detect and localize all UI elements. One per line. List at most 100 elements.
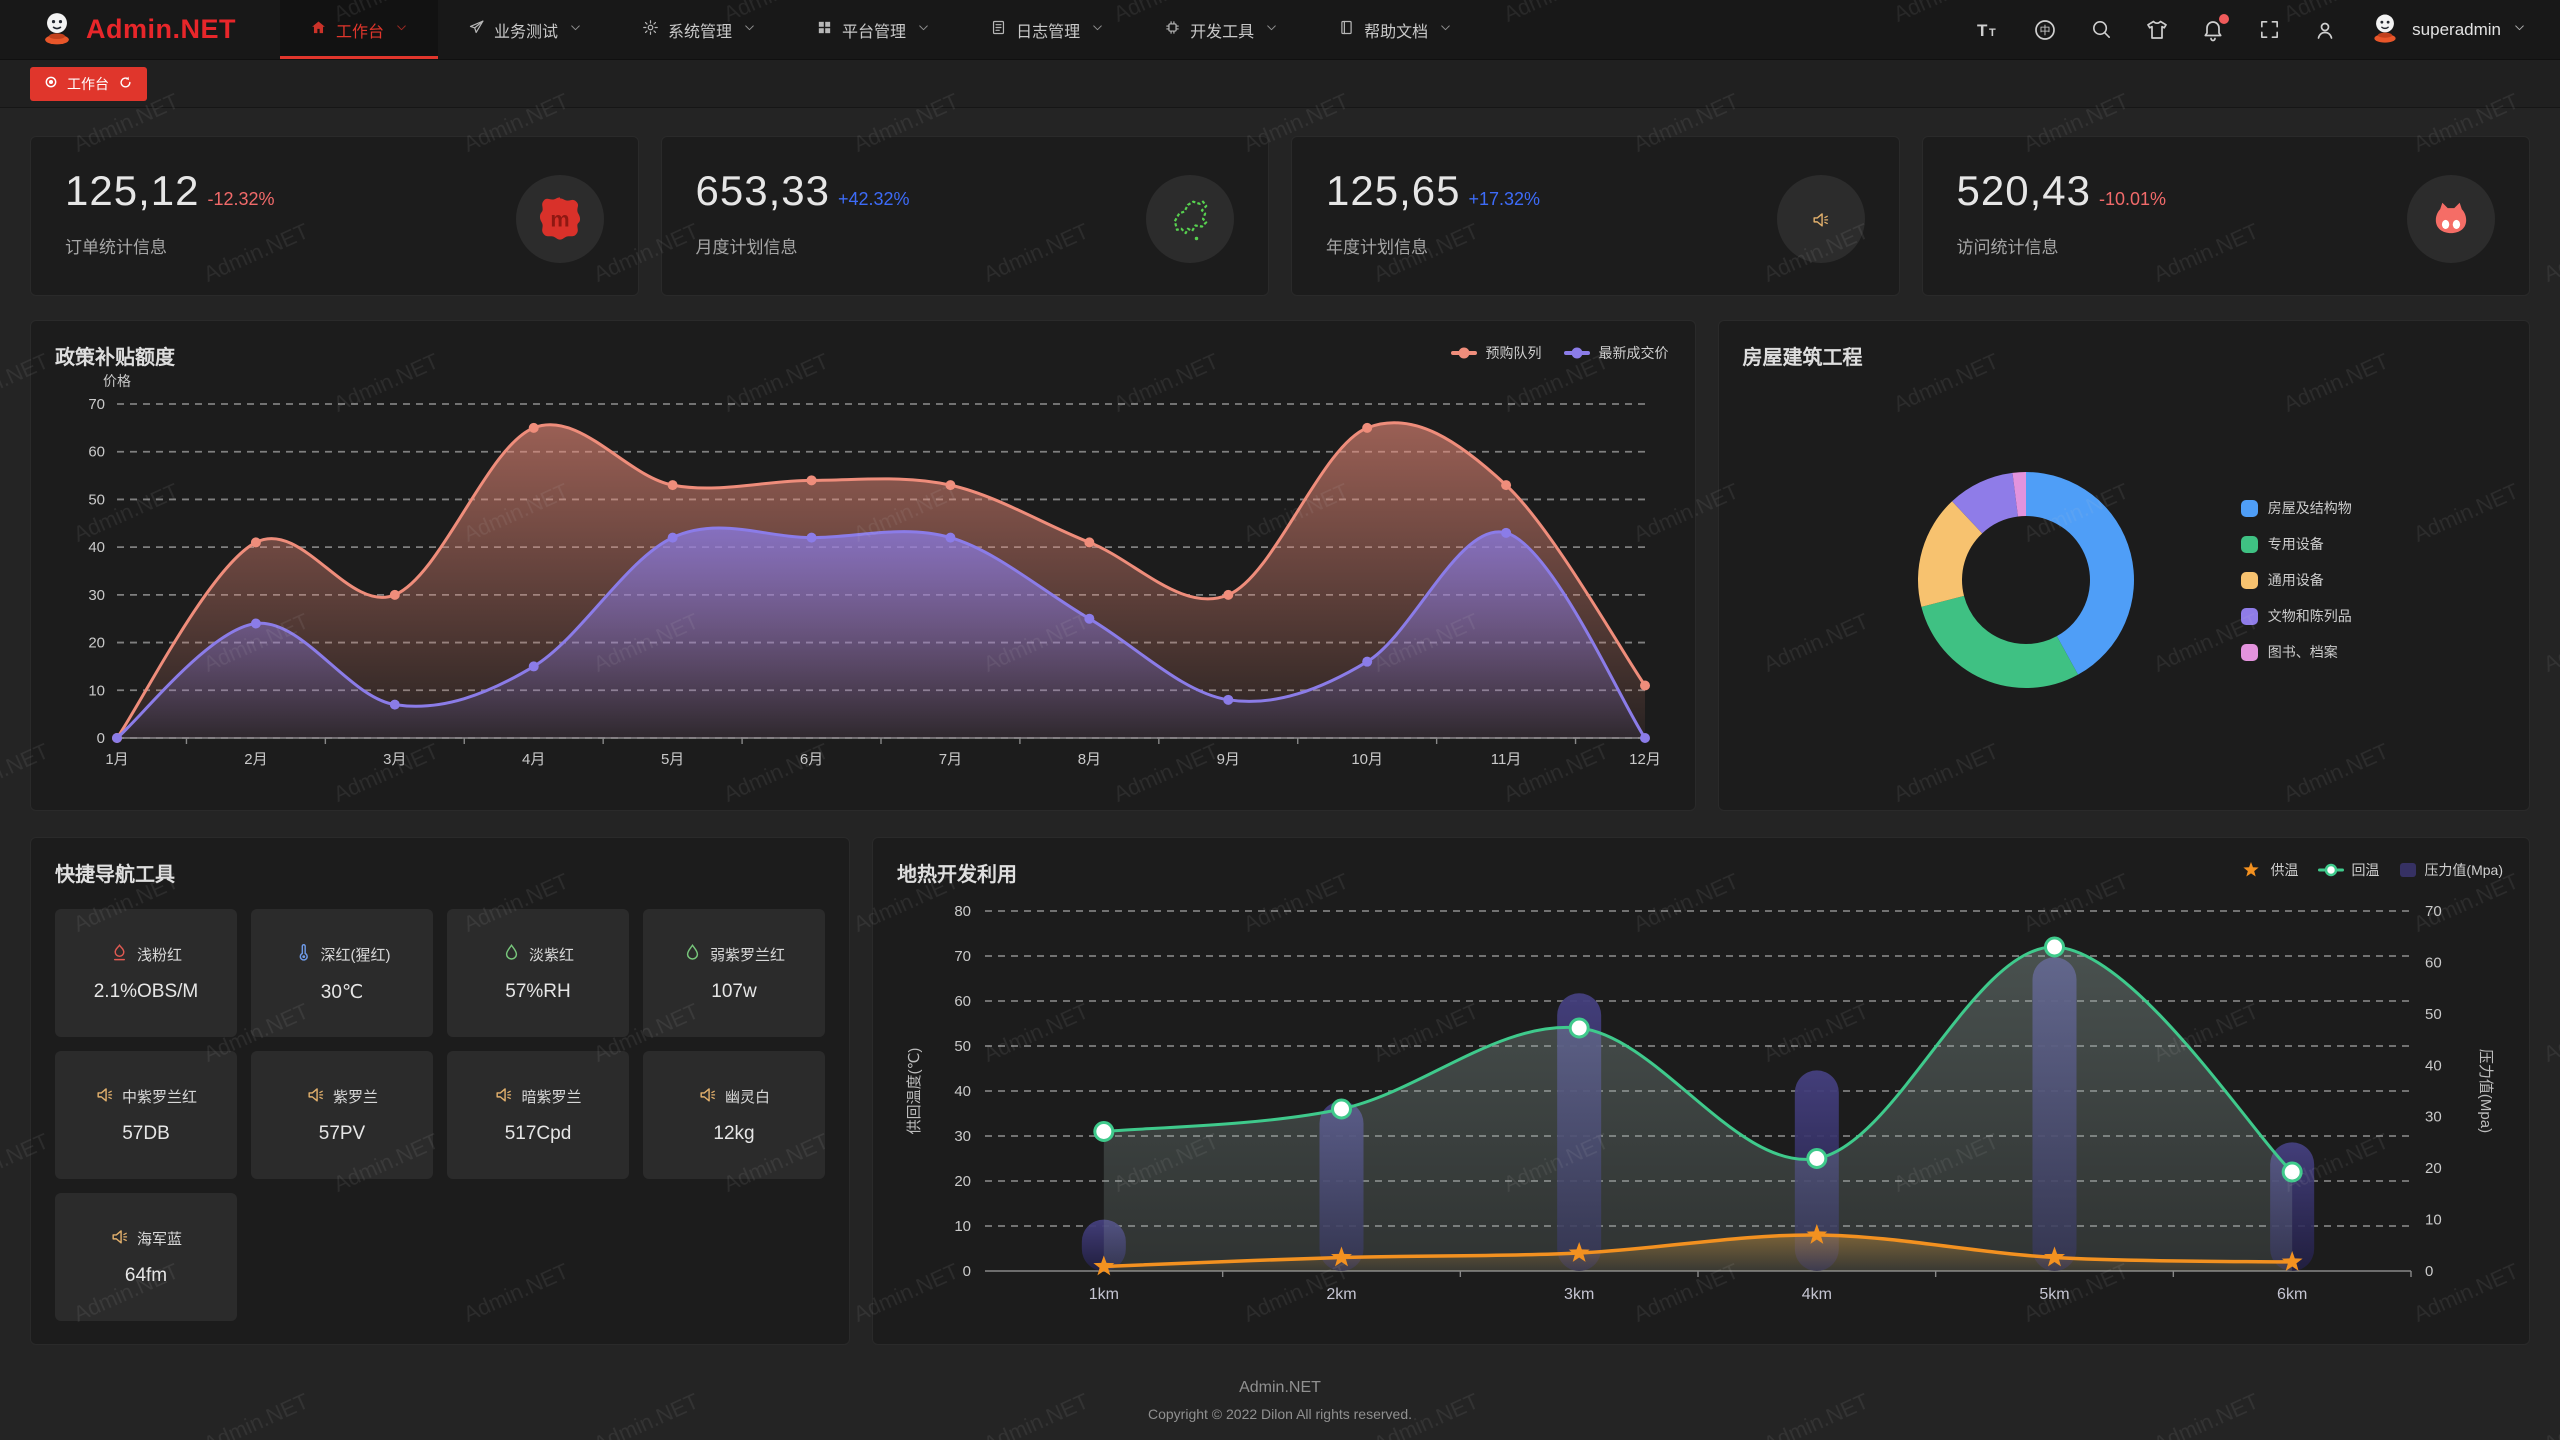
brand-logo[interactable]: Admin.NET (0, 0, 280, 59)
chip-icon (1164, 19, 1181, 41)
svg-text:1月: 1月 (105, 751, 128, 768)
quick-nav-tile-1[interactable]: 深红(猩红) 30℃ (251, 909, 433, 1037)
quick-nav-tile-0[interactable]: 浅粉红 2.1%OBS/M (55, 909, 237, 1037)
nav-item-2[interactable]: 系统管理 (612, 0, 786, 59)
user-menu[interactable]: superadmin (2368, 10, 2526, 49)
quick-nav-tile-6[interactable]: 暗紫罗兰 517Cpd (447, 1051, 629, 1179)
legend-label: 预购队列 (1485, 345, 1542, 361)
svg-text:T: T (1989, 27, 1996, 39)
panel-geo-chart: 地热开发利用 供温 回温 压力值(Mpa) 0 10 20 30 40 50 60 70 80 0 10… (872, 837, 2530, 1345)
donut-slice-2[interactable] (1917, 501, 1982, 607)
quick-nav-tile-8[interactable]: 海军蓝 64fm (55, 1193, 237, 1321)
svg-text:60: 60 (2425, 954, 2442, 971)
stat-value: 520,43 (1956, 167, 2091, 214)
donut-slice-1[interactable] (1921, 595, 2078, 688)
donut-legend-item-2[interactable]: 通用设备 (2240, 570, 2352, 590)
legend-swatch (2240, 499, 2258, 517)
nav-item-label: 业务测试 (494, 23, 559, 41)
svg-text:11月: 11月 (1491, 751, 1522, 768)
svg-text:30: 30 (954, 1128, 971, 1145)
notification-badge (2219, 13, 2230, 24)
tile-label: 海军蓝 (136, 1231, 182, 1248)
nav-item-4[interactable]: 日志管理 (960, 0, 1134, 59)
stat-card-text: 520,43 -10.01% 访问统计信息 (1957, 167, 2167, 258)
tab-label: 工作台 (67, 75, 109, 92)
legend-label: 专用设备 (2267, 536, 2324, 552)
nav-item-6[interactable]: 帮助文档 (1308, 0, 1482, 59)
panel-donut-chart: 房屋建筑工程 房屋及结构物 专用设备 通用设备 文物和陈列品 图书、档案 (1717, 320, 2530, 811)
stat-value: 125,12 (65, 167, 200, 214)
radio-dot-icon (44, 75, 58, 92)
stat-cards-row: 125,12 -12.32% 订单统计信息 m 653,33 +42.32% 月度计… (30, 136, 2530, 296)
geo-legend-item-0[interactable]: 供温 (2239, 860, 2298, 880)
stat-delta: +17.32% (1468, 189, 1541, 209)
chevron-down-icon (1091, 21, 1104, 39)
tab-workbench[interactable]: 工作台 (30, 66, 147, 101)
refresh-icon[interactable] (118, 75, 133, 93)
svg-text:30: 30 (2425, 1109, 2442, 1126)
donut-legend-item-0[interactable]: 房屋及结构物 (2240, 498, 2352, 518)
panel-area-chart: 政策补贴额度 预购队列 最新成交价 0 10 20 30 40 50 60 70 价格 1月 2月 3月… (30, 320, 1696, 811)
quick-nav-tile-3[interactable]: 弱紫罗兰红 107w (643, 909, 825, 1037)
svg-text:10: 10 (954, 1218, 971, 1235)
stat-value: 125,65 (1326, 167, 1461, 214)
main-nav: 工作台 业务测试 系统管理 平台管理 日志管理 开发工具 帮助文档 (280, 0, 1966, 59)
legend-swatch (2240, 571, 2258, 589)
tile-value: 12kg (713, 1123, 755, 1144)
nav-item-1[interactable]: 业务测试 (438, 0, 612, 59)
svg-text:10: 10 (2425, 1212, 2442, 1229)
donut-legend-item-4[interactable]: 图书、档案 (2240, 642, 2352, 662)
contact-icon[interactable] (2312, 17, 2338, 43)
footer-brand: Admin.NET (1239, 1379, 1321, 1396)
nav-item-0[interactable]: 工作台 (280, 0, 439, 59)
donut-legend-item-1[interactable]: 专用设备 (2240, 534, 2352, 554)
quick-nav-tile-4[interactable]: 中紫罗兰红 57DB (55, 1051, 237, 1179)
panel-quick-nav: 快捷导航工具 浅粉红 2.1%OBS/M 深红(猩红) 30℃ 淡紫红 57%RH 弱紫罗兰… (30, 837, 850, 1345)
donut-chart-canvas[interactable] (1896, 450, 2156, 710)
legend-label: 文物和陈列品 (2267, 608, 2352, 624)
geo-chart-canvas[interactable]: 0 10 20 30 40 50 60 70 80 0 10 20 30 40 50 60 70 供回温度(℃) 压… (897, 887, 2503, 1319)
document-icon (990, 19, 1007, 41)
stat-label: 月度计划信息 (695, 238, 798, 257)
svg-text:40: 40 (88, 539, 105, 556)
quick-nav-tile-5[interactable]: 紫罗兰 57PV (251, 1051, 433, 1179)
chevron-down-icon (917, 21, 930, 39)
stat-card-text: 653,33 +42.32% 月度计划信息 (696, 167, 910, 258)
fullscreen-icon[interactable] (2256, 17, 2282, 43)
legend-item-0[interactable]: 预购队列 (1449, 343, 1542, 363)
donut-slice-4[interactable] (2012, 472, 2026, 517)
legend-item-1[interactable]: 最新成交价 (1562, 343, 1669, 363)
fire-icon (110, 943, 129, 966)
geo-legend-item-2[interactable]: 压力值(Mpa) (2399, 860, 2503, 880)
donut-legend-item-3[interactable]: 文物和陈列品 (2240, 606, 2352, 626)
notification-icon[interactable] (2200, 13, 2230, 43)
stat-card-2: 125,65 +17.32% 年度计划信息 (1291, 136, 1900, 296)
svg-text:12月: 12月 (1629, 751, 1661, 768)
quick-nav-tile-7[interactable]: 幽灵白 12kg (643, 1051, 825, 1179)
search-icon[interactable] (2088, 17, 2114, 43)
nav-item-3[interactable]: 平台管理 (786, 0, 960, 59)
donut-slice-0[interactable] (2025, 472, 2134, 675)
stat-delta: +42.32% (837, 189, 910, 209)
svg-text:10: 10 (88, 682, 105, 699)
tile-label: 紫罗兰 (332, 1089, 378, 1106)
tile-value: 107w (711, 981, 757, 1002)
header-actions: T T 中 superadmin (1966, 0, 2560, 59)
donut-slice-3[interactable] (1951, 472, 2018, 534)
theme-icon[interactable] (2144, 17, 2170, 43)
area-chart-canvas[interactable]: 0 10 20 30 40 50 60 70 价格 1月 2月 3月 4月 5月 6月 7月 8月 9月 10月 11… (55, 370, 1669, 778)
nav-item-label: 工作台 (336, 23, 385, 41)
tile-value: 57DB (122, 1123, 170, 1144)
svg-text:4月: 4月 (522, 751, 545, 768)
legend-label: 供温 (2270, 862, 2299, 878)
quick-nav-tile-2[interactable]: 淡紫红 57%RH (447, 909, 629, 1037)
tile-label: 中紫罗兰红 (121, 1089, 197, 1106)
language-icon[interactable]: 中 (2032, 17, 2058, 43)
grid-icon (816, 19, 833, 41)
nav-item-5[interactable]: 开发工具 (1134, 0, 1308, 59)
nav-item-label: 帮助文档 (1364, 23, 1429, 41)
nav-item-label: 系统管理 (668, 23, 733, 41)
svg-text:70: 70 (954, 948, 971, 965)
geo-legend-item-1[interactable]: 回温 (2318, 860, 2379, 880)
